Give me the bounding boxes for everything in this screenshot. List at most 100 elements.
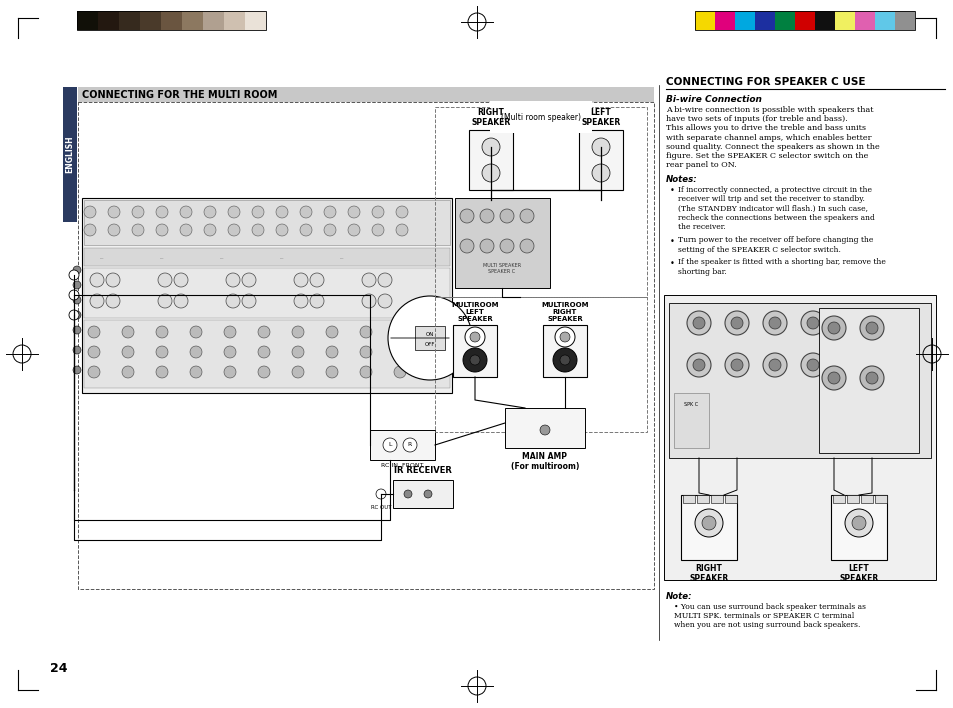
Text: ---: --- <box>100 256 104 260</box>
Bar <box>63 87 77 222</box>
Circle shape <box>180 206 192 218</box>
Circle shape <box>156 366 168 378</box>
Circle shape <box>156 346 168 358</box>
Circle shape <box>394 326 406 338</box>
Circle shape <box>180 224 192 236</box>
Circle shape <box>499 239 514 253</box>
Circle shape <box>299 224 312 236</box>
Bar <box>224 11 245 30</box>
Bar <box>714 11 734 30</box>
Bar <box>874 11 894 30</box>
Circle shape <box>156 224 168 236</box>
Text: CONNECTING FOR SPEAKER C USE: CONNECTING FOR SPEAKER C USE <box>665 77 864 87</box>
Circle shape <box>348 206 359 218</box>
Circle shape <box>423 490 432 498</box>
Circle shape <box>724 311 748 335</box>
Bar <box>182 11 203 30</box>
Text: 24: 24 <box>50 661 68 675</box>
Circle shape <box>158 294 172 308</box>
Circle shape <box>88 326 100 338</box>
Circle shape <box>224 366 235 378</box>
Circle shape <box>768 359 781 371</box>
Circle shape <box>69 290 79 300</box>
Circle shape <box>173 294 188 308</box>
Text: R: R <box>408 442 412 447</box>
Circle shape <box>88 366 100 378</box>
Circle shape <box>481 138 499 156</box>
Circle shape <box>539 425 550 435</box>
Circle shape <box>90 273 104 287</box>
Circle shape <box>481 164 499 182</box>
Circle shape <box>69 270 79 280</box>
Circle shape <box>470 332 479 342</box>
Circle shape <box>821 316 845 340</box>
Text: CONNECTING FOR THE MULTI ROOM: CONNECTING FOR THE MULTI ROOM <box>82 90 277 100</box>
Text: ---: --- <box>339 256 344 260</box>
Bar <box>84 248 450 266</box>
Circle shape <box>479 239 494 253</box>
Circle shape <box>73 366 81 374</box>
Circle shape <box>257 346 270 358</box>
Circle shape <box>226 294 240 308</box>
Circle shape <box>479 209 494 223</box>
Text: MULTIROOM
RIGHT
SPEAKER: MULTIROOM RIGHT SPEAKER <box>540 302 588 322</box>
Text: If the speaker is fitted with a shorting bar, remove the
shorting bar.: If the speaker is fitted with a shorting… <box>678 258 885 275</box>
Bar <box>874 495 886 503</box>
Circle shape <box>252 206 264 218</box>
Circle shape <box>122 366 133 378</box>
Bar <box>504 408 584 448</box>
Circle shape <box>768 317 781 329</box>
Circle shape <box>204 224 215 236</box>
Bar <box>78 87 654 102</box>
Circle shape <box>190 366 202 378</box>
Circle shape <box>464 327 484 347</box>
Bar <box>453 325 497 377</box>
Circle shape <box>701 516 716 530</box>
Circle shape <box>257 326 270 338</box>
Circle shape <box>827 372 840 384</box>
Circle shape <box>90 294 104 308</box>
Text: LEFT
SPEAKER: LEFT SPEAKER <box>839 564 878 583</box>
Circle shape <box>827 322 840 334</box>
Bar <box>894 11 914 30</box>
Text: Bi-wire Connection: Bi-wire Connection <box>665 95 761 104</box>
Bar <box>846 495 858 503</box>
Circle shape <box>242 273 255 287</box>
Circle shape <box>851 516 865 530</box>
Circle shape <box>375 489 386 499</box>
Circle shape <box>73 296 81 304</box>
Text: OFF: OFF <box>424 341 435 346</box>
Circle shape <box>275 224 288 236</box>
Bar <box>542 325 586 377</box>
Bar <box>84 268 450 318</box>
Circle shape <box>228 206 240 218</box>
Text: If incorrectly connected, a protective circuit in the
receiver will trip and set: If incorrectly connected, a protective c… <box>678 186 874 231</box>
Circle shape <box>310 273 324 287</box>
Circle shape <box>692 359 704 371</box>
Text: ENGLISH: ENGLISH <box>66 136 74 173</box>
Circle shape <box>519 209 534 223</box>
Circle shape <box>294 273 308 287</box>
Text: ---: --- <box>159 256 164 260</box>
Bar <box>245 11 266 30</box>
Bar <box>697 495 708 503</box>
Bar <box>680 495 737 560</box>
Bar <box>161 11 182 30</box>
Circle shape <box>394 346 406 358</box>
Circle shape <box>806 317 818 329</box>
Circle shape <box>252 224 264 236</box>
Circle shape <box>865 322 877 334</box>
Bar <box>754 11 774 30</box>
Circle shape <box>865 372 877 384</box>
Circle shape <box>122 326 133 338</box>
Circle shape <box>108 206 120 218</box>
Bar <box>370 430 435 460</box>
Circle shape <box>108 224 120 236</box>
Text: RIGHT
SPEAKER: RIGHT SPEAKER <box>471 108 510 127</box>
Bar <box>724 495 737 503</box>
Bar <box>578 130 622 190</box>
Circle shape <box>173 273 188 287</box>
Bar <box>695 11 914 30</box>
Text: RIGHT
SPEAKER: RIGHT SPEAKER <box>689 564 728 583</box>
Text: Notes:: Notes: <box>665 175 697 184</box>
